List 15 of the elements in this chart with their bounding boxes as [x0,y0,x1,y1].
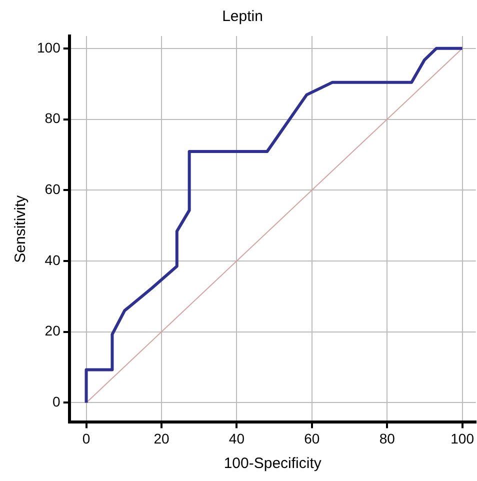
x-tick-label: 20 [154,430,170,446]
chart-title: Leptin [222,8,263,26]
x-tick-label: 0 [82,430,90,446]
x-axis-title: 100-Specificity [224,455,322,472]
y-tick-label: 40 [44,252,61,268]
y-tick-label: 20 [44,322,61,339]
y-tick-label: 0 [52,394,61,410]
y-axis-title: Sensitivity [12,194,30,263]
x-tick-label: 40 [228,430,245,446]
x-tick-label: 100 [450,430,474,446]
y-tick-label: 100 [37,39,61,56]
y-tick-label: 60 [44,180,61,197]
x-tick-label: 80 [379,430,396,446]
x-tick-label: 60 [304,430,320,446]
y-tick-label: 80 [44,110,61,126]
